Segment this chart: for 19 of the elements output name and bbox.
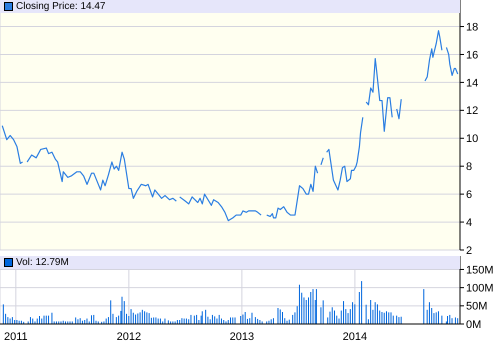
y-tick-label: 4 <box>466 216 472 229</box>
y-tick-label: 18 <box>466 21 478 34</box>
y-tick-label: 100M <box>466 282 494 295</box>
y-tick-label: 14 <box>466 77 478 90</box>
y-tick-label: 8 <box>466 161 472 174</box>
y-tick-label: 6 <box>466 189 472 202</box>
x-tick-label: 2012 <box>116 330 142 342</box>
y-tick-label: 150M <box>466 264 494 276</box>
y-tick-label: 2 <box>466 244 472 257</box>
legend-label: Vol: 12.79M <box>16 257 69 268</box>
y-tick-label: 10 <box>466 133 478 146</box>
y-tick-label: 50M <box>466 300 488 313</box>
x-tick-label: 2014 <box>342 330 368 342</box>
y-tick-label: 12 <box>466 105 478 118</box>
x-tick-label: 2013 <box>230 330 254 342</box>
legend-label: Closing Price: 14.47 <box>16 1 106 12</box>
x-tick-label: 2011 <box>4 330 28 342</box>
y-tick-label: 16 <box>466 49 478 62</box>
y-tick-label: 0M <box>466 318 482 331</box>
